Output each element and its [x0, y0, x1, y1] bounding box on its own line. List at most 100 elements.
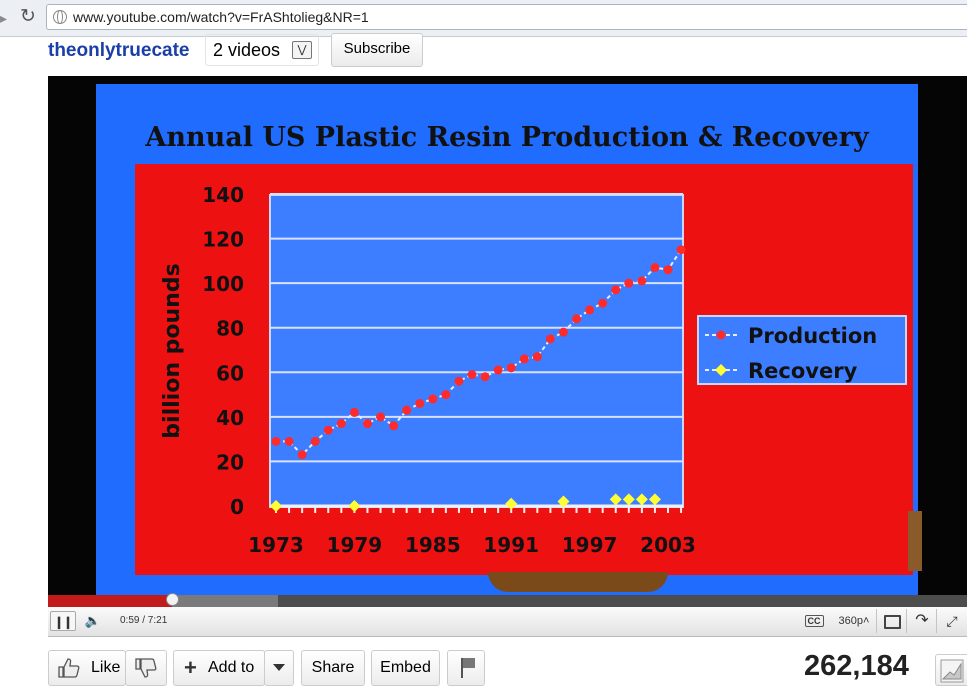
recovery-point — [557, 495, 570, 508]
popout-icon[interactable] — [880, 611, 904, 631]
production-point — [310, 436, 320, 446]
production-point — [637, 276, 647, 286]
production-point — [271, 436, 281, 446]
legend-marker-production — [716, 330, 726, 340]
recovery-point — [622, 493, 635, 506]
legend-marker-recovery — [715, 364, 727, 376]
player-controls: ❙❙ 🔈 0:59 / 7:21 CC 360p˄ ↷ ⤢ — [48, 607, 967, 637]
flag-button[interactable] — [447, 650, 485, 686]
production-point — [467, 370, 477, 380]
add-to-menu-button[interactable] — [264, 650, 294, 686]
progress-bar[interactable] — [48, 593, 967, 607]
x-tick-label: 2003 — [640, 533, 696, 557]
view-count: 262,184 — [804, 650, 909, 682]
add-to-label: Add to — [208, 659, 255, 676]
videos-count-label: 2 videos — [213, 40, 281, 60]
legend-label: Recovery — [748, 359, 858, 383]
reload-icon[interactable]: ↻ — [20, 6, 36, 27]
controls-divider — [906, 609, 907, 633]
production-point — [441, 390, 451, 400]
subscribe-button[interactable]: Subscribe — [331, 33, 423, 67]
y-tick-label: 140 — [202, 183, 244, 207]
production-point — [323, 425, 333, 435]
y-tick-label: 0 — [230, 495, 244, 519]
production-point — [663, 265, 673, 275]
y-tick-label: 20 — [216, 450, 244, 474]
time-display: 0:59 / 7:21 — [120, 615, 168, 626]
resin-chart: 0 20 40 60 80 100 120 140 1973 1979 1985 1991 1997 2… — [160, 183, 907, 557]
recovery-point — [648, 493, 661, 506]
browser-toolbar: ▸ ↻ www.youtube.com/watch?v=FrAShtolieg&… — [0, 0, 967, 37]
plot-area — [269, 194, 684, 508]
share-button[interactable]: Share — [301, 650, 365, 686]
y-tick-label: 60 — [216, 361, 244, 385]
chart-legend — [697, 315, 907, 385]
production-point — [585, 305, 595, 315]
production-point — [598, 298, 608, 308]
fullscreen-icon[interactable]: ⤢ — [946, 613, 958, 629]
like-button[interactable]: Like — [48, 650, 126, 686]
production-point — [676, 245, 686, 255]
x-tick-labels: 1973 1979 1985 1991 1997 2003 — [248, 533, 696, 557]
expand-chevron-icon[interactable]: ⋁ — [292, 41, 312, 59]
production-point — [389, 421, 399, 431]
globe-icon — [53, 10, 67, 24]
production-point — [558, 327, 568, 337]
production-point — [532, 352, 542, 362]
thumb-up-icon — [58, 658, 80, 678]
production-point — [519, 354, 529, 364]
x-tick-label: 1973 — [248, 533, 304, 557]
production-point — [349, 407, 359, 417]
y-tick-label: 80 — [216, 317, 244, 341]
progress-played — [48, 595, 173, 607]
background-prop — [908, 511, 922, 571]
production-point — [415, 398, 425, 408]
recovery-point — [270, 500, 282, 512]
background-prop-base — [488, 572, 668, 592]
production-point — [624, 278, 634, 288]
production-point — [545, 334, 555, 344]
chart-title: Annual US Plastic Resin Production & Rec… — [145, 122, 869, 153]
production-point — [428, 394, 438, 404]
cc-label: CC — [804, 615, 824, 627]
captions-button[interactable]: CC — [803, 611, 825, 631]
production-point — [362, 419, 372, 429]
production-point — [454, 376, 464, 386]
progress-scrubber-handle[interactable] — [166, 593, 180, 606]
production-point — [297, 450, 307, 460]
y-tick-label: 100 — [202, 272, 244, 296]
quality-label: 360p — [838, 615, 864, 627]
dislike-button[interactable] — [125, 650, 167, 686]
controls-divider — [876, 609, 877, 633]
x-tick-label: 1985 — [405, 533, 461, 557]
y-axis-label: billion pounds — [160, 263, 185, 438]
volume-icon[interactable]: 🔈 — [84, 613, 102, 628]
flag-icon-cloth — [463, 658, 475, 668]
flag-icon — [461, 658, 463, 678]
production-point — [336, 419, 346, 429]
address-bar[interactable]: www.youtube.com/watch?v=FrAShtolieg&NR=1 — [46, 4, 967, 30]
embed-button[interactable]: Embed — [371, 650, 440, 686]
legend-entries: Production Recovery — [705, 324, 877, 383]
channel-name-link[interactable]: theonlytruecate — [48, 40, 190, 61]
y-tick-label: 120 — [202, 228, 244, 252]
production-point — [284, 436, 294, 446]
production-point — [611, 285, 621, 295]
recovery-point — [505, 497, 518, 510]
video-player[interactable]: Annual US Plastic Resin Production & Rec… — [48, 76, 967, 595]
url-text[interactable]: www.youtube.com/watch?v=FrAShtolieg&NR=1 — [73, 9, 369, 25]
production-point — [402, 405, 412, 415]
y-tick-label: 40 — [216, 406, 244, 430]
channel-videos-dropdown[interactable]: 2 videos ⋁ — [205, 34, 319, 66]
quality-selector[interactable]: 360p˄ — [838, 615, 870, 627]
pause-icon[interactable]: ❙❙ — [50, 611, 76, 631]
expand-player-icon[interactable]: ↷ — [915, 612, 929, 629]
add-to-button[interactable]: + Add to — [173, 650, 265, 686]
y-tick-labels: 0 20 40 60 80 100 120 140 — [202, 183, 244, 519]
production-point — [480, 372, 490, 382]
thumb-down-icon — [135, 658, 157, 678]
back-arrow-icon[interactable]: ▸ — [0, 10, 8, 26]
controls-divider — [936, 609, 937, 633]
x-tick-label: 1997 — [562, 533, 618, 557]
stats-button[interactable] — [935, 654, 967, 686]
